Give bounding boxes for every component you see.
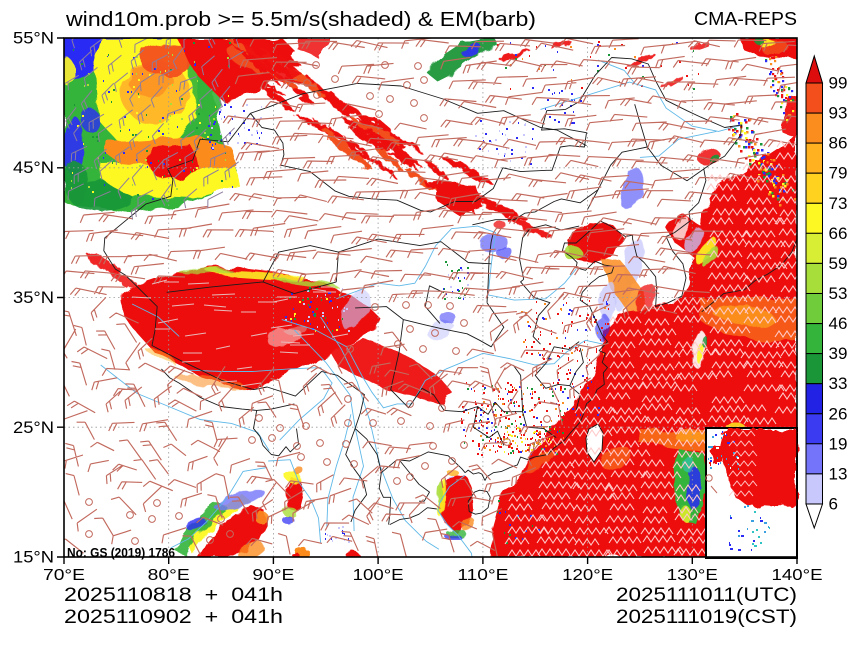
svg-text:90°E: 90°E	[252, 567, 294, 584]
svg-text:53: 53	[829, 284, 848, 303]
svg-text:93: 93	[829, 104, 848, 123]
svg-text:55°N: 55°N	[13, 30, 54, 48]
svg-text:6: 6	[829, 495, 838, 514]
svg-text:2025111019(CST): 2025111019(CST)	[616, 607, 797, 628]
svg-text:120°E: 120°E	[562, 567, 613, 584]
svg-text:100°E: 100°E	[353, 567, 404, 584]
svg-text:2025111011(UTC): 2025111011(UTC)	[616, 585, 797, 606]
svg-text:35°N: 35°N	[13, 289, 54, 307]
svg-text:110°E: 110°E	[457, 567, 508, 584]
svg-text:26: 26	[829, 404, 848, 423]
svg-text:140°E: 140°E	[772, 567, 823, 584]
svg-text:59: 59	[829, 254, 848, 273]
svg-text:19: 19	[829, 434, 848, 453]
svg-text:66: 66	[829, 224, 848, 243]
svg-text:80°E: 80°E	[148, 567, 190, 584]
svg-text:wind10m.prob >= 5.5m/s(shaded): wind10m.prob >= 5.5m/s(shaded) & EM(barb…	[65, 8, 536, 31]
svg-text:79: 79	[829, 164, 848, 183]
svg-text:45°N: 45°N	[13, 159, 54, 177]
svg-text:99: 99	[829, 74, 848, 93]
svg-text:130°E: 130°E	[667, 567, 718, 584]
svg-text:13: 13	[829, 464, 848, 483]
svg-text:39: 39	[829, 344, 848, 363]
svg-text:2025110902 + 041h: 2025110902 + 041h	[64, 607, 283, 628]
svg-text:33: 33	[829, 374, 848, 393]
svg-text:46: 46	[829, 314, 848, 333]
svg-text:70°E: 70°E	[43, 567, 85, 584]
svg-text:73: 73	[829, 194, 848, 213]
svg-text:15°N: 15°N	[13, 549, 54, 567]
svg-text:86: 86	[829, 134, 848, 153]
svg-text:2025110818 + 041h: 2025110818 + 041h	[64, 585, 283, 606]
svg-text:CMA-REPS: CMA-REPS	[694, 9, 797, 29]
svg-text:25°N: 25°N	[13, 419, 54, 437]
svg-text:No: GS (2019) 1786: No: GS (2019) 1786	[67, 546, 175, 560]
